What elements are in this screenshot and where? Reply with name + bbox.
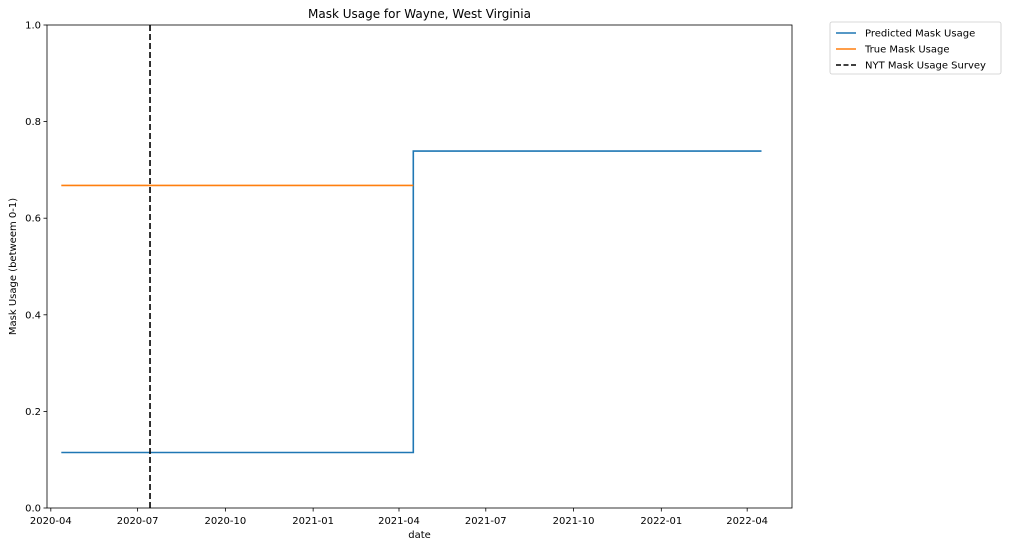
x-axis-label: date [408,530,431,541]
legend-item-nyt-survey-label: NYT Mask Usage Survey [865,61,986,72]
y-tick-label: 0.8 [25,117,41,128]
y-axis-label: Mask Usage (betweem 0-1) [8,198,19,335]
legend-box [829,21,1002,75]
y-tick-label: 1.0 [25,21,41,32]
plot-area [46,24,793,509]
x-tick-label: 2022-04 [726,516,768,527]
legend-item-true-label: True Mask Usage [864,45,950,56]
y-tick-label: 0.2 [25,407,41,418]
y-tick-label: 0.0 [25,504,41,515]
x-tick-label: 2021-01 [292,516,334,527]
x-tick-label: 2022-01 [640,516,682,527]
y-tick-label: 0.6 [25,214,41,225]
x-tick-label: 2021-04 [378,516,420,527]
y-axis: 0.0 0.2 0.4 0.6 0.8 1.0 [25,21,47,515]
x-tick-label: 2020-04 [30,516,72,527]
legend: Predicted Mask Usage True Mask Usage NYT M… [829,21,1002,75]
chart-title: Mask Usage for Wayne, West Virginia [308,7,531,21]
series-line-predicted [61,150,762,454]
x-tick-label: 2021-10 [553,516,595,527]
y-tick-label: 0.4 [25,310,41,321]
x-tick-label: 2021-07 [465,516,507,527]
x-tick-label: 2020-07 [117,516,159,527]
x-axis: 2020-04 2020-07 2020-10 2021-01 2021-04 2021-… [30,508,768,527]
legend-item-predicted-label: Predicted Mask Usage [865,29,975,40]
plot-frame [46,24,793,509]
x-tick-label: 2020-10 [204,516,246,527]
